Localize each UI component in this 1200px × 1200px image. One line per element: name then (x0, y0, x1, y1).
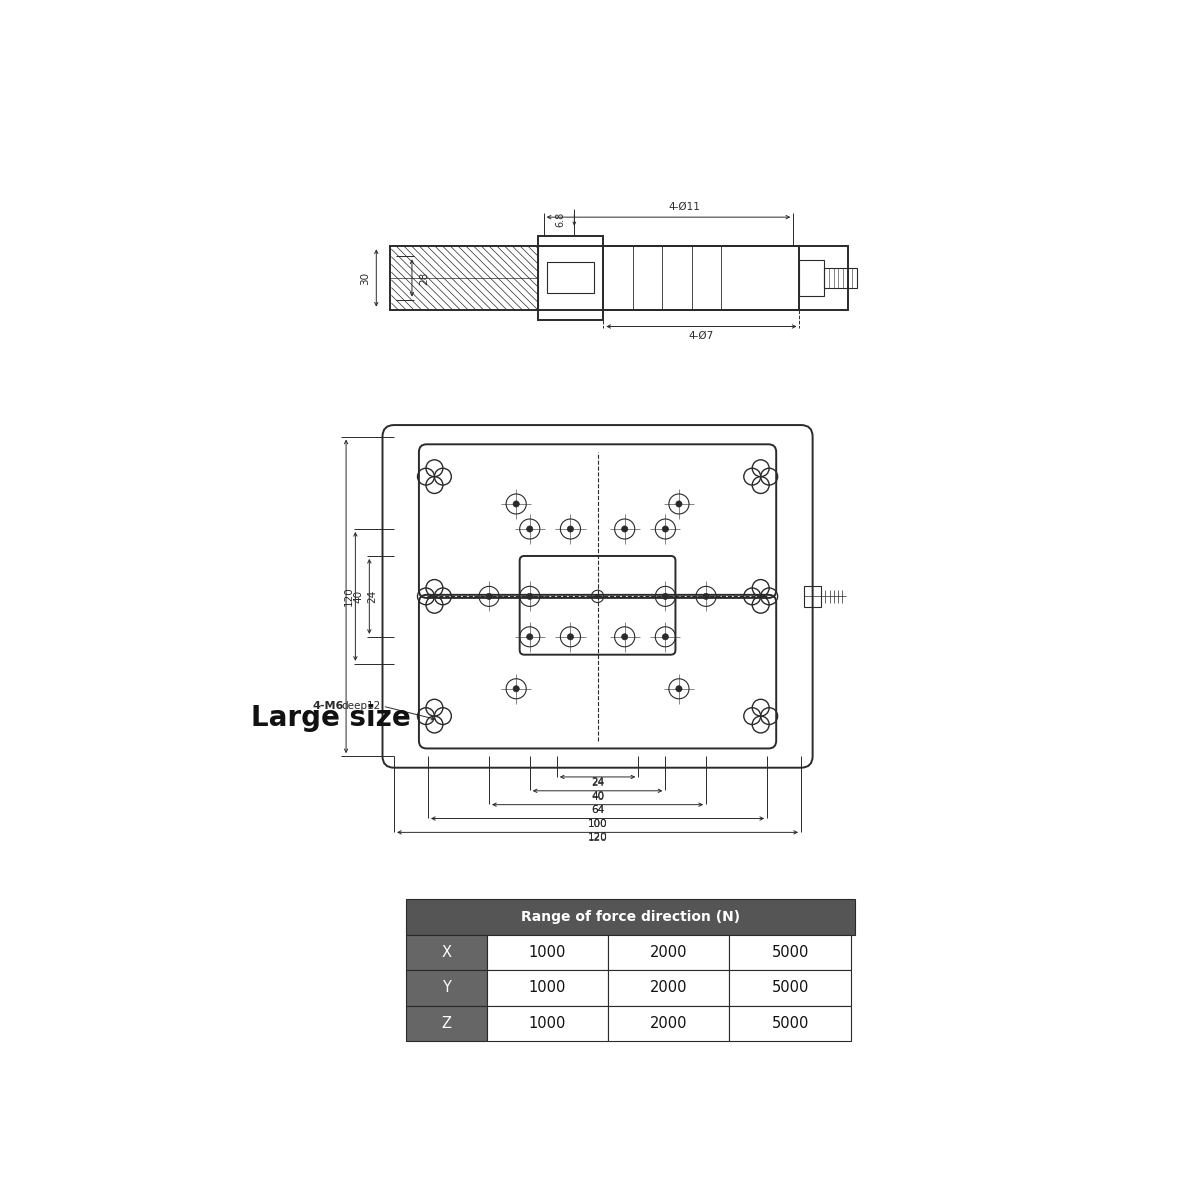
Bar (804, 586, 821, 607)
Bar (730, 935, 851, 971)
Bar (608, 935, 730, 971)
Text: 64: 64 (590, 805, 604, 816)
Circle shape (676, 500, 682, 508)
Bar (538, 236, 604, 319)
Text: 2000: 2000 (650, 946, 688, 960)
Circle shape (527, 634, 533, 640)
Text: 5000: 5000 (772, 946, 809, 960)
Text: 4-Ø7: 4-Ø7 (689, 331, 714, 341)
Bar (406, 1006, 487, 1042)
Circle shape (703, 593, 709, 600)
Text: 120: 120 (344, 587, 354, 606)
Text: 120: 120 (588, 833, 607, 842)
Bar (604, 246, 799, 310)
Text: 28: 28 (419, 271, 430, 284)
Circle shape (568, 526, 574, 532)
Text: 1000: 1000 (529, 980, 566, 996)
Text: 40: 40 (592, 791, 604, 800)
Circle shape (486, 593, 492, 600)
Text: 5000: 5000 (772, 1016, 809, 1031)
Text: Large size: Large size (251, 703, 410, 732)
Text: 24: 24 (590, 778, 604, 787)
Text: 40: 40 (353, 590, 364, 602)
Circle shape (662, 634, 668, 640)
Text: 4-M6: 4-M6 (313, 701, 344, 712)
Text: 64: 64 (590, 805, 604, 815)
Circle shape (622, 526, 628, 532)
Bar (406, 971, 487, 1006)
Bar (730, 1006, 851, 1042)
Circle shape (527, 593, 533, 600)
Bar (608, 1006, 730, 1042)
Text: 4-Ø11: 4-Ø11 (668, 202, 700, 211)
Circle shape (676, 685, 682, 692)
Text: 24: 24 (590, 776, 604, 787)
Bar (487, 1006, 608, 1042)
Circle shape (662, 593, 668, 600)
Circle shape (595, 594, 600, 599)
Circle shape (662, 526, 668, 532)
Circle shape (622, 634, 628, 640)
Circle shape (527, 526, 533, 532)
Circle shape (568, 634, 574, 640)
Text: 6.8: 6.8 (556, 212, 565, 227)
Text: 30: 30 (360, 271, 370, 284)
Bar (487, 971, 608, 1006)
Text: Range of force direction (N): Range of force direction (N) (521, 910, 740, 924)
Text: Y: Y (442, 980, 451, 996)
Text: 1000: 1000 (529, 1016, 566, 1031)
Text: 5000: 5000 (772, 980, 809, 996)
Circle shape (514, 500, 520, 508)
Text: 24: 24 (367, 589, 377, 602)
Text: deep12: deep12 (342, 701, 380, 712)
Bar (487, 935, 608, 971)
Bar (406, 935, 487, 971)
Text: 2000: 2000 (650, 1016, 688, 1031)
Text: 2000: 2000 (650, 980, 688, 996)
Text: 100: 100 (588, 818, 607, 828)
Bar (406, 899, 856, 935)
Bar (730, 971, 851, 1006)
Bar (824, 268, 857, 288)
Text: X: X (442, 946, 451, 960)
Bar (390, 246, 847, 310)
Circle shape (514, 685, 520, 692)
Text: 100: 100 (588, 820, 607, 829)
Bar (608, 971, 730, 1006)
Text: 40: 40 (592, 792, 604, 802)
Bar (547, 262, 594, 293)
Text: Z: Z (442, 1016, 451, 1031)
Bar (799, 259, 824, 296)
Text: 120: 120 (588, 833, 607, 844)
Text: 1000: 1000 (529, 946, 566, 960)
